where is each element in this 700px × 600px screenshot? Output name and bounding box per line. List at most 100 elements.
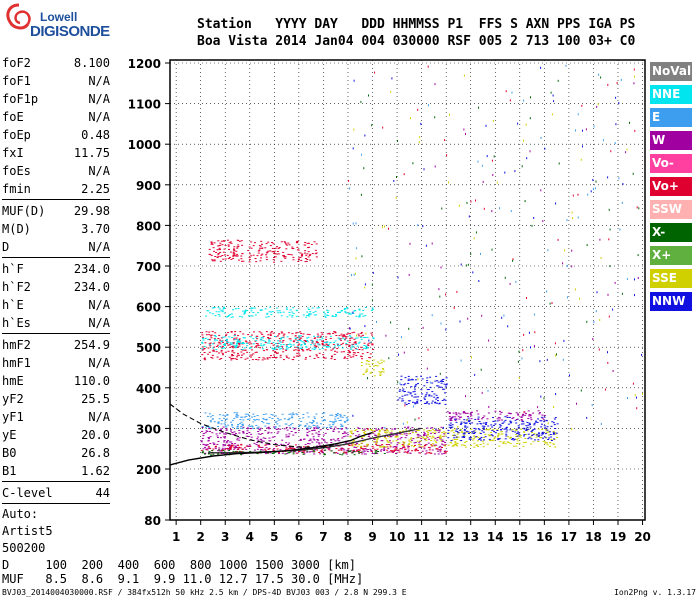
echo-point [329, 341, 332, 343]
echo-point [474, 418, 477, 420]
echo-point [431, 382, 434, 384]
echo-point [223, 308, 226, 309]
param-value: N/A [88, 298, 110, 312]
echo-point [292, 427, 295, 429]
echo-point [240, 255, 243, 257]
echo-point [225, 442, 228, 444]
echo-point [300, 259, 303, 261]
echo-point [278, 453, 280, 454]
echo-point [463, 430, 466, 432]
echo-point [470, 428, 473, 430]
echo-point [209, 342, 212, 344]
echo-point [233, 352, 236, 354]
echo-point [383, 448, 386, 450]
echo-point [238, 341, 241, 343]
echo-point [374, 449, 376, 451]
echo-point [377, 451, 380, 452]
echo-point [285, 355, 288, 357]
echo-point [337, 449, 340, 451]
echo-point [405, 433, 408, 435]
echo-point [498, 438, 501, 440]
echo-point [426, 401, 429, 403]
echo-point [235, 413, 238, 415]
echo-point [487, 429, 490, 431]
echo-point [333, 420, 336, 422]
echo-point [236, 439, 239, 441]
echo-point [425, 452, 428, 454]
echo-point [233, 333, 236, 335]
echo-point [419, 400, 422, 402]
echo-point [230, 421, 233, 423]
scattered-echo [582, 145, 583, 148]
echo-point [222, 414, 225, 416]
echo-point [378, 371, 381, 373]
scattered-echo [496, 181, 498, 184]
echo-point [549, 436, 552, 438]
echo-point [530, 431, 533, 433]
echo-point [233, 431, 236, 433]
scattered-echo [364, 134, 366, 137]
echo-point [394, 434, 397, 436]
echo-point [414, 444, 416, 446]
scattered-echo [571, 211, 573, 214]
echo-point [338, 335, 341, 337]
echo-point [358, 428, 361, 429]
echo-point [264, 437, 267, 439]
echo-point [327, 315, 330, 317]
echo-point [407, 427, 409, 429]
scattered-echo [349, 327, 351, 330]
echo-point [553, 438, 556, 440]
echo-point [360, 335, 363, 337]
echo-point [350, 444, 353, 446]
echo-point [230, 359, 233, 361]
echo-point [245, 448, 248, 450]
param-value: N/A [88, 240, 110, 254]
echo-point [371, 445, 374, 447]
echo-point [425, 436, 428, 438]
echo-point [540, 434, 543, 436]
echo-point [363, 347, 366, 349]
scattered-echo [540, 66, 542, 69]
echo-point [264, 425, 267, 427]
echo-point [367, 360, 370, 362]
echo-point [298, 353, 301, 355]
echo-point [396, 435, 399, 437]
echo-point [238, 240, 241, 242]
echo-point [418, 445, 421, 447]
echo-point [360, 442, 363, 444]
echo-point [479, 433, 482, 434]
echo-point [285, 449, 287, 451]
scattered-echo [413, 405, 414, 408]
echo-point [500, 428, 503, 430]
echo-point [260, 446, 263, 448]
echo-point [515, 412, 518, 414]
echo-point [489, 434, 492, 436]
scattered-echo [393, 179, 395, 182]
echo-point [257, 436, 260, 438]
echo-point [426, 380, 429, 382]
echo-point [493, 437, 496, 439]
echo-point [250, 255, 253, 257]
echo-point [297, 350, 300, 352]
echo-point [415, 448, 418, 450]
echo-point [447, 432, 450, 434]
echo-point [319, 453, 322, 455]
echo-point [373, 365, 375, 367]
echo-point [367, 429, 370, 431]
echo-point [238, 439, 241, 441]
echo-point [285, 248, 288, 250]
scattered-echo [355, 257, 357, 260]
echo-point [232, 358, 235, 360]
echo-point [248, 315, 250, 317]
scattered-echo [533, 345, 535, 347]
echo-point [529, 414, 532, 416]
echo-point [257, 344, 260, 346]
echo-point [309, 355, 312, 357]
echo-point [230, 242, 233, 244]
echo-point [236, 425, 239, 427]
echo-point [316, 426, 319, 428]
echo-point [444, 444, 447, 446]
echo-point [288, 425, 291, 427]
echo-point [236, 356, 239, 358]
echo-point [253, 449, 256, 451]
